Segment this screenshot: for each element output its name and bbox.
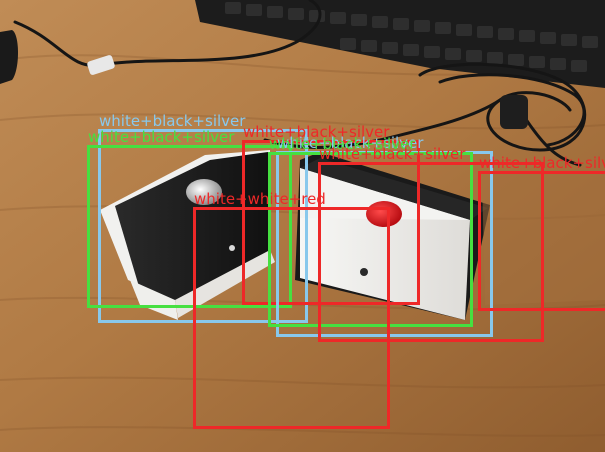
detection-label: white+black+silver [479,155,605,171]
detection-label: white+black+silver [319,146,465,162]
detection-label: white+black+silver [99,113,245,129]
detection-box: white+white+red [193,207,390,429]
detection-box: white+black+silver [478,171,605,311]
detection-label: white+black+silver [88,129,234,145]
cable-tie [500,95,528,129]
detection-label: white+white+red [194,191,326,207]
